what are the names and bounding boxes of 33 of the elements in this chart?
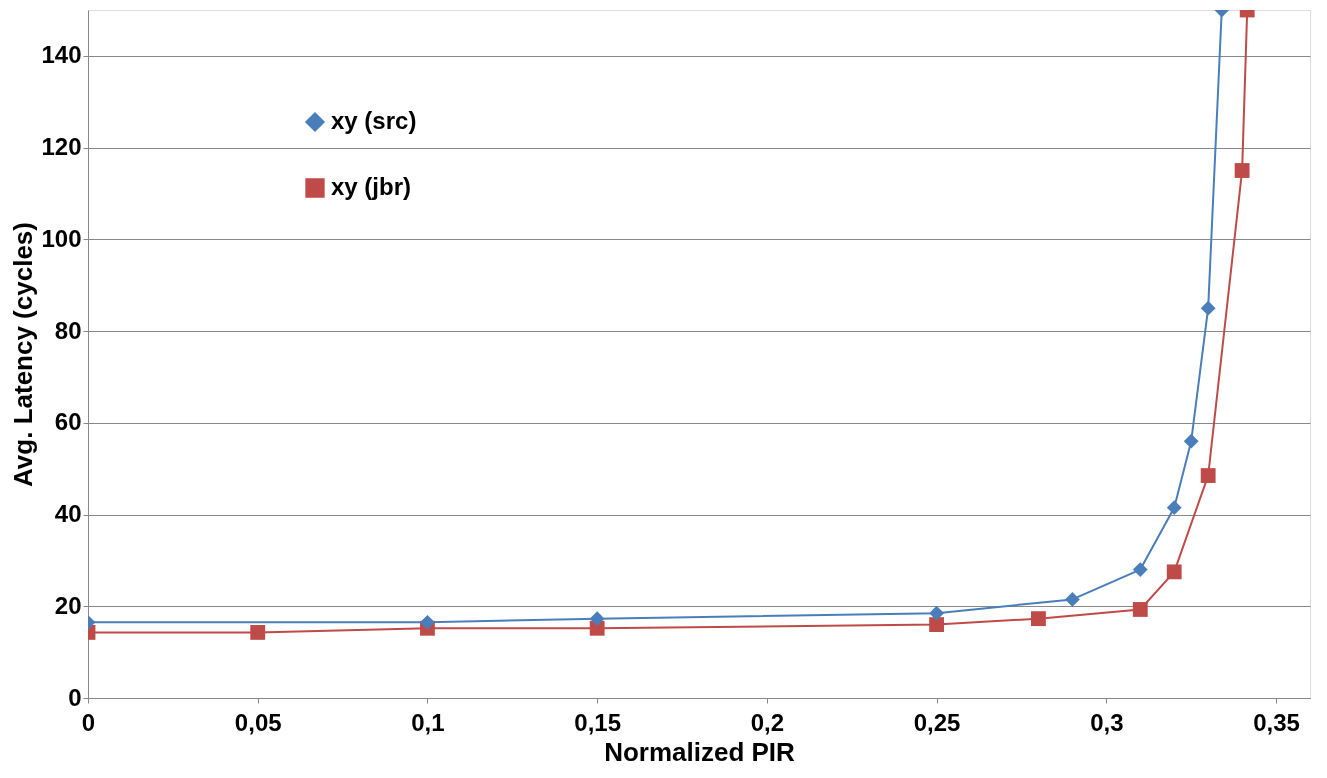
x-tick-label: 0,35	[1253, 708, 1300, 736]
y-tick-label: 100	[41, 224, 82, 252]
point	[1183, 433, 1199, 449]
point	[929, 605, 945, 621]
x-tick-label: 0,15	[574, 708, 622, 736]
point	[1031, 611, 1046, 627]
y-tick-label: 40	[54, 500, 82, 528]
legend-label: xy (jbr)	[331, 173, 412, 200]
x-axis-title: Normalized PIR	[604, 736, 796, 767]
point	[1064, 591, 1080, 607]
x-tick-label: 0,3	[1090, 708, 1124, 736]
legend-label: xy (src)	[331, 107, 417, 134]
point	[1166, 500, 1182, 516]
y-tick-label: 140	[41, 41, 82, 69]
x-tick-label: 0,1	[411, 708, 445, 736]
y-tick-label: 60	[54, 408, 82, 436]
x-tick-label: 0,2	[750, 708, 785, 736]
x-tick-label: 0,25	[913, 708, 961, 736]
y-tick-label: 120	[41, 133, 82, 161]
y-tick-label: 80	[54, 316, 82, 344]
point	[589, 611, 605, 627]
point	[1132, 562, 1148, 577]
point	[1200, 468, 1216, 483]
point	[1166, 564, 1182, 580]
point	[1200, 300, 1216, 316]
point	[420, 614, 435, 630]
y-tick-label: 20	[54, 591, 82, 619]
x-tick-label: 0,05	[234, 708, 282, 736]
y-tick-label: 0	[68, 683, 82, 711]
point	[929, 617, 945, 633]
y-axis-title: Avg. Latency (cycles)	[8, 222, 39, 487]
point	[250, 624, 266, 640]
point	[1132, 602, 1148, 617]
